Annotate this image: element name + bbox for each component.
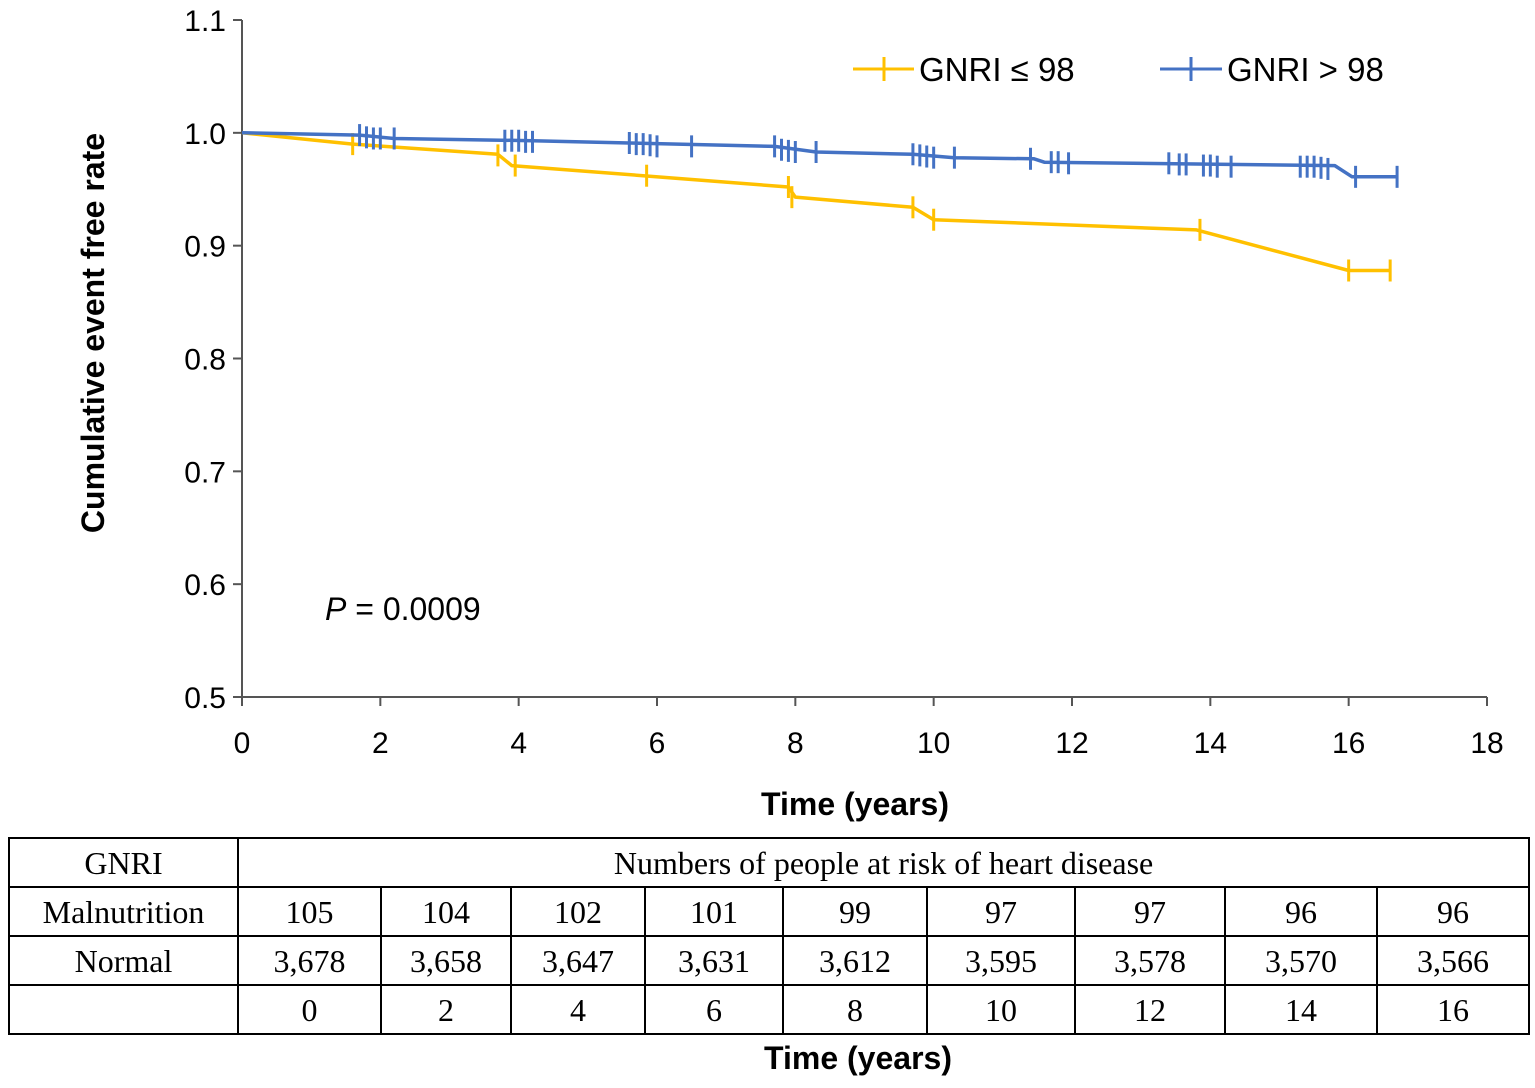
series-1 [241, 124, 1399, 188]
risk-time-cell: 14 [1224, 984, 1378, 1035]
risk-count-cell: 99 [782, 886, 928, 937]
table-row: Malnutrition 105 104 102 101 99 97 97 96 96 [8, 886, 1531, 937]
risk-row-label: Malnutrition [8, 886, 239, 937]
risk-count-cell: 3,612 [782, 935, 928, 986]
x-tick-label: 10 [917, 727, 950, 760]
y-tick-label: 1.1 [184, 5, 226, 38]
x-tick-label: 8 [787, 727, 804, 760]
y-tick-label: 0.9 [184, 231, 226, 264]
chart-series [241, 124, 1399, 282]
p-value-annotation: P = 0.0009 [325, 591, 481, 627]
series-0 [241, 131, 1392, 282]
risk-count-cell: 97 [1074, 886, 1226, 937]
risk-time-cell: 4 [510, 984, 646, 1035]
y-tick-label: 0.5 [184, 682, 226, 715]
risk-time-cell: 16 [1375, 984, 1531, 1035]
chart-axes: 0.5 0.6 0.7 0.8 0.9 1.0 1.1 0 2 4 6 8 10 12 14 16 18 [184, 5, 1503, 760]
risk-time-cell: 10 [926, 984, 1076, 1035]
risk-time-cell: 6 [644, 984, 784, 1035]
y-tick-label: 0.6 [184, 569, 226, 602]
risk-count-cell: 3,566 [1375, 935, 1531, 986]
km-chart: 0.5 0.6 0.7 0.8 0.9 1.0 1.1 0 2 4 6 8 10 12 14 16 18 Tim… [75, 5, 1504, 822]
risk-count-cell: 3,631 [644, 935, 784, 986]
risk-table-body: GNRI Numbers of people at risk of heart d… [8, 837, 1531, 1035]
p-value-symbol: P [325, 591, 347, 627]
x-tick-label: 2 [372, 727, 389, 760]
y-tick-label: 0.8 [184, 344, 226, 377]
x-tick-label: 6 [649, 727, 666, 760]
risk-count-cell: 96 [1224, 886, 1378, 937]
risk-time-cell: 8 [782, 984, 928, 1035]
risk-table-time-label: Time (years) [764, 1040, 952, 1076]
legend-label-gnri-high: GNRI > 98 [1227, 51, 1384, 88]
p-value-text: = 0.0009 [346, 591, 480, 627]
legend: GNRI ≤ 98 GNRI > 98 [853, 51, 1384, 88]
risk-count-cell: 3,647 [510, 935, 646, 986]
legend-item-gnri-high: GNRI > 98 [1160, 51, 1384, 88]
table-row: Normal 3,678 3,658 3,647 3,631 3,612 3,595 3,57… [8, 935, 1531, 986]
risk-count-cell: 101 [644, 886, 784, 937]
risk-count-cell: 3,678 [237, 935, 382, 986]
y-tick-label: 0.7 [184, 456, 226, 489]
risk-row-label: Normal [8, 935, 239, 986]
x-tick-label: 4 [510, 727, 527, 760]
x-axis-title: Time (years) [761, 786, 949, 822]
risk-time-cell: 0 [237, 984, 382, 1035]
survival-curve [241, 131, 1398, 179]
risk-time-row-blank [8, 984, 239, 1035]
risk-time-cell: 12 [1074, 984, 1226, 1035]
x-tick-label: 14 [1194, 727, 1227, 760]
risk-count-cell: 3,595 [926, 935, 1076, 986]
risk-count-cell: 97 [926, 886, 1076, 937]
x-tick-label: 0 [234, 727, 251, 760]
risk-count-cell: 102 [510, 886, 646, 937]
risk-count-cell: 96 [1375, 886, 1531, 937]
risk-count-cell: 3,578 [1074, 935, 1226, 986]
risk-count-cell: 3,658 [380, 935, 512, 986]
risk-time-cell: 2 [380, 984, 512, 1035]
risk-count-cell: 104 [380, 886, 512, 937]
y-axis-title: Cumulative event free rate [75, 133, 111, 533]
legend-label-gnri-low: GNRI ≤ 98 [919, 51, 1075, 88]
risk-count-cell: 105 [237, 886, 382, 937]
x-tick-label: 18 [1470, 727, 1503, 760]
risk-count-cell: 3,570 [1224, 935, 1378, 986]
risk-header-gnri: GNRI [8, 837, 239, 888]
x-tick-label: 12 [1055, 727, 1088, 760]
risk-table-header-row: GNRI Numbers of people at risk of heart d… [8, 837, 1531, 888]
risk-table: GNRI Numbers of people at risk of heart d… [8, 837, 1531, 1035]
risk-header-title: Numbers of people at risk of heart disea… [236, 837, 1531, 888]
x-tick-label: 16 [1332, 727, 1365, 760]
y-tick-label: 1.0 [184, 118, 226, 151]
risk-time-row: 0 2 4 6 8 10 12 14 16 [8, 984, 1531, 1035]
legend-item-gnri-low: GNRI ≤ 98 [853, 51, 1075, 88]
